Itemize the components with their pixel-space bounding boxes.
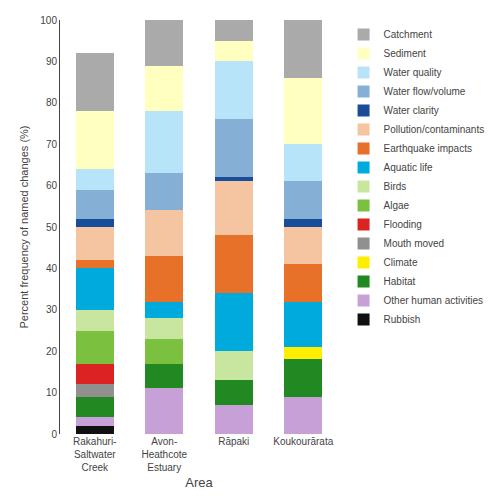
svg-text:Mouth moved: Mouth moved	[384, 238, 445, 249]
svg-text:Area: Area	[185, 475, 213, 490]
svg-text:Koukourārata: Koukourārata	[273, 436, 333, 447]
svg-text:Flooding: Flooding	[384, 219, 422, 230]
svg-text:80: 80	[46, 97, 58, 108]
svg-text:Earthquake impacts: Earthquake impacts	[384, 143, 472, 154]
svg-text:Birds: Birds	[384, 181, 407, 192]
svg-text:70: 70	[46, 139, 58, 150]
svg-text:10: 10	[46, 387, 58, 398]
svg-text:Habitat: Habitat	[384, 276, 416, 287]
svg-text:Climate: Climate	[384, 257, 418, 268]
svg-text:Water flow/volume: Water flow/volume	[384, 86, 466, 97]
svg-text:Percent frequency of named cha: Percent frequency of named changes (%)	[18, 125, 30, 328]
svg-text:Catchment: Catchment	[384, 29, 433, 40]
svg-text:Algae: Algae	[384, 200, 410, 211]
svg-text:40: 40	[46, 263, 58, 274]
svg-text:Avon-HeathcoteEstuary: Avon-HeathcoteEstuary	[141, 436, 187, 473]
svg-text:100: 100	[40, 15, 57, 26]
svg-text:Water clarity: Water clarity	[384, 105, 439, 116]
svg-text:0: 0	[51, 429, 57, 440]
svg-text:Other human activities: Other human activities	[384, 295, 484, 306]
svg-text:90: 90	[46, 56, 58, 67]
svg-text:30: 30	[46, 304, 58, 315]
svg-text:Rubbish: Rubbish	[384, 314, 421, 325]
svg-text:Sediment: Sediment	[384, 48, 426, 59]
svg-text:50: 50	[46, 222, 58, 233]
svg-text:Pollution/contaminants: Pollution/contaminants	[384, 124, 485, 135]
svg-text:20: 20	[46, 346, 58, 357]
svg-text:60: 60	[46, 180, 58, 191]
svg-text:Water quality: Water quality	[384, 67, 442, 78]
svg-text:Rāpaki: Rāpaki	[218, 436, 249, 447]
svg-text:Rakahuri-SaltwaterCreek: Rakahuri-SaltwaterCreek	[73, 436, 116, 473]
svg-text:Aquatic life: Aquatic life	[384, 162, 433, 173]
